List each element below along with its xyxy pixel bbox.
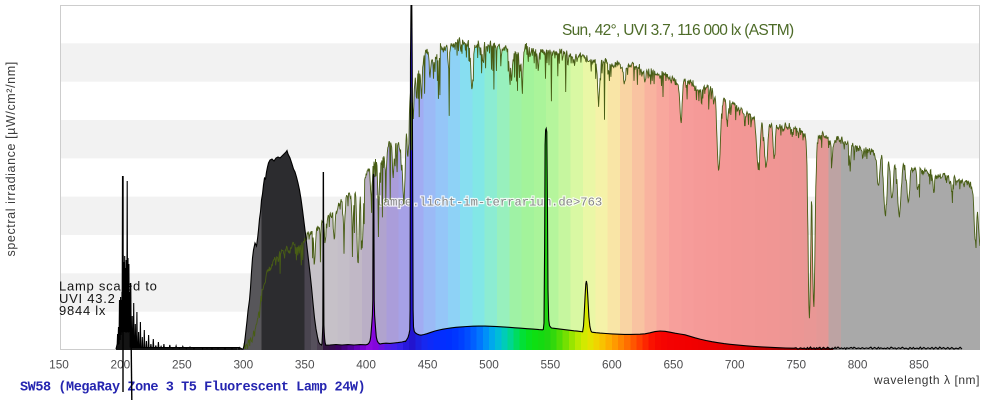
svg-text:750: 750 (786, 358, 806, 372)
svg-text:150: 150 (49, 358, 69, 372)
svg-text:lampe.licht-im-terrarium.de>76: lampe.licht-im-terrarium.de>763 (376, 196, 603, 210)
svg-text:650: 650 (663, 358, 683, 372)
svg-text:550: 550 (541, 358, 561, 372)
svg-text:350: 350 (295, 358, 315, 372)
svg-text:300: 300 (233, 358, 253, 372)
svg-text:spectral irradiance [µW/cm²/nm: spectral irradiance [µW/cm²/nm] (4, 61, 18, 256)
svg-text:SW58 (MegaRay Zone 3 T5 Fluore: SW58 (MegaRay Zone 3 T5 Fluorescent Lamp… (20, 381, 365, 396)
svg-text:250: 250 (172, 358, 192, 372)
svg-text:500: 500 (479, 358, 499, 372)
svg-text:9844 lx: 9844 lx (59, 303, 106, 318)
svg-text:700: 700 (725, 358, 745, 372)
svg-text:Lamp scaled to: Lamp scaled to (59, 279, 158, 294)
svg-text:850: 850 (909, 358, 929, 372)
svg-text:Sun, 42°, UVI 3.7, 116 000 lx: Sun, 42°, UVI 3.7, 116 000 lx (ASTM) (562, 22, 794, 39)
svg-text:450: 450 (418, 358, 438, 372)
svg-text:200: 200 (111, 358, 131, 372)
svg-text:800: 800 (848, 358, 868, 372)
svg-text:wavelength λ [nm]: wavelength λ [nm] (873, 373, 980, 387)
svg-text:UVI 43.2: UVI 43.2 (59, 291, 116, 306)
svg-text:400: 400 (356, 358, 376, 372)
svg-text:600: 600 (602, 358, 622, 372)
